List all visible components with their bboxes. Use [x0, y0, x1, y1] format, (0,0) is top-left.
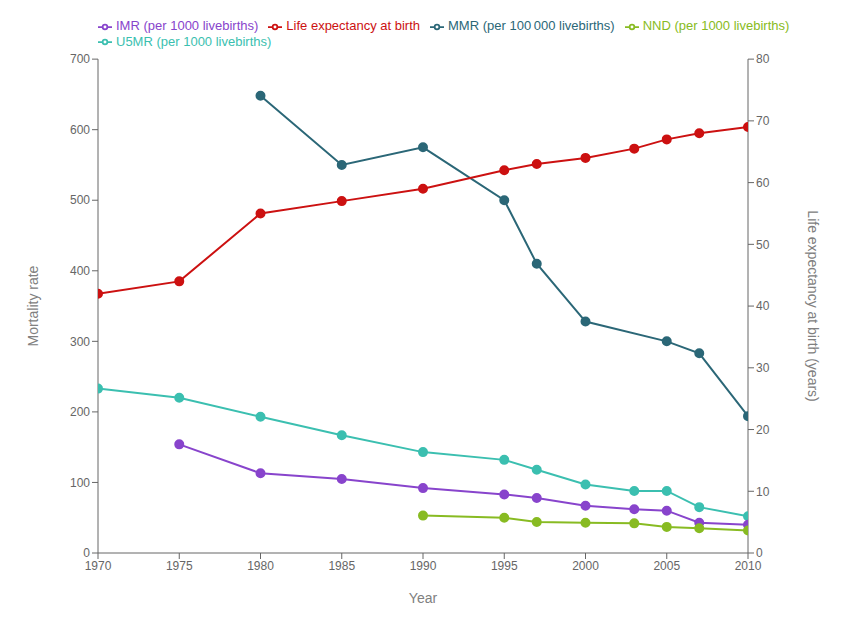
- svg-text:2005: 2005: [653, 559, 680, 573]
- html-text:IMR (per 1000 livebirths): IMR (per 1000 livebirths): [116, 18, 259, 33]
- svg-text:500: 500: [70, 193, 90, 207]
- svg-text:300: 300: [70, 335, 90, 349]
- html-text:Life expectancy at birth: Life expectancy at birth: [286, 18, 420, 33]
- svg-text:100: 100: [70, 476, 90, 490]
- svg-text:400: 400: [70, 264, 90, 278]
- svg-text:1970: 1970: [85, 559, 112, 573]
- svg-text:10: 10: [756, 485, 770, 499]
- svg-text:0: 0: [83, 546, 90, 560]
- svg-text:1975: 1975: [166, 559, 193, 573]
- svg-text:1985: 1985: [328, 559, 355, 573]
- svg-text:2000: 2000: [572, 559, 599, 573]
- svg-text:0: 0: [756, 546, 763, 560]
- svg-text:200: 200: [70, 405, 90, 419]
- svg-text:20: 20: [756, 423, 770, 437]
- svg-text:40: 40: [756, 299, 770, 313]
- svg-text:80: 80: [756, 52, 770, 66]
- svg-text:1990: 1990: [410, 559, 437, 573]
- svg-text:60: 60: [756, 176, 770, 190]
- svg-text:2010: 2010: [735, 559, 762, 573]
- svg-text:70: 70: [756, 114, 770, 128]
- svg-text:1995: 1995: [491, 559, 518, 573]
- svg-text:1980: 1980: [247, 559, 274, 573]
- svg-text:30: 30: [756, 361, 770, 375]
- html-text:MMR (per 100 000 livebirths): MMR (per 100 000 livebirths): [448, 18, 615, 33]
- html-text:NND (per 1000 livebirths): NND (per 1000 livebirths): [642, 18, 790, 33]
- svg-text:Mortality rate: Mortality rate: [25, 265, 41, 346]
- svg-text:Year: Year: [409, 590, 438, 606]
- svg-text:Life expectancy at birth (year: Life expectancy at birth (years): [805, 210, 821, 401]
- html-text:U5MR (per 1000 livebirths): U5MR (per 1000 livebirths): [116, 33, 272, 49]
- svg-text:700: 700: [70, 52, 90, 66]
- svg-text:600: 600: [70, 123, 90, 137]
- svg-text:50: 50: [756, 238, 770, 252]
